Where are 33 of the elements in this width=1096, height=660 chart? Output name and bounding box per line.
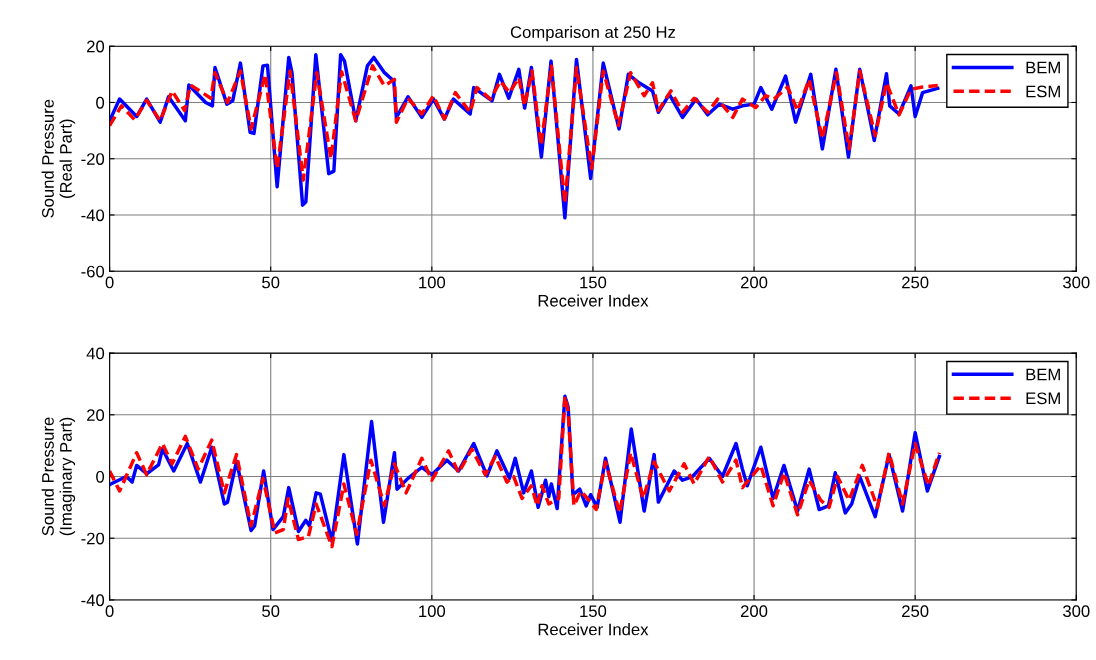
x-tick-label: 0 [105,605,114,618]
legend-label: ESM [1026,85,1060,98]
x-axis-title: Receiver Index [538,294,649,307]
x-tick-label: 250 [902,276,929,289]
x-tick-label: 100 [419,276,446,289]
x-tick-label: 100 [419,605,446,618]
y-tick-label: -20 [81,153,105,165]
y-tick-label: 20 [87,40,105,53]
y-tick-label: -20 [81,532,105,545]
x-tick-label: 150 [580,605,607,618]
y-tick-label: 0 [96,96,105,109]
legend-label: BEM [1026,368,1060,381]
y-tick-label: 0 [96,470,105,483]
x-tick-label: 200 [740,605,768,618]
y-tick-label: -40 [81,594,105,607]
y-tick-label: -40 [81,209,105,222]
y-tick-label: 20 [87,409,105,422]
legend-label: ESM [1026,392,1060,405]
x-tick-label: 300 [1063,276,1090,289]
y-tick-label: 40 [86,347,105,360]
legend-label: BEM [1026,61,1060,74]
y-tick-label: -60 [81,265,105,278]
x-tick-label: 0 [105,276,114,289]
x-tick-label: 300 [1063,605,1090,618]
x-tick-label: 150 [580,276,607,289]
chart-title: Comparison at 250 Hz [510,25,676,42]
x-axis-title: Receiver Index [538,623,649,636]
x-tick-label: 200 [740,276,768,289]
y-axis-title: Sound Pressure (Real Part) [41,99,76,218]
x-tick-label: 50 [262,276,280,289]
y-axis-title: Sound Pressure (Imaginary Part) [41,417,76,536]
x-tick-label: 50 [262,605,280,618]
x-tick-label: 250 [902,605,929,618]
